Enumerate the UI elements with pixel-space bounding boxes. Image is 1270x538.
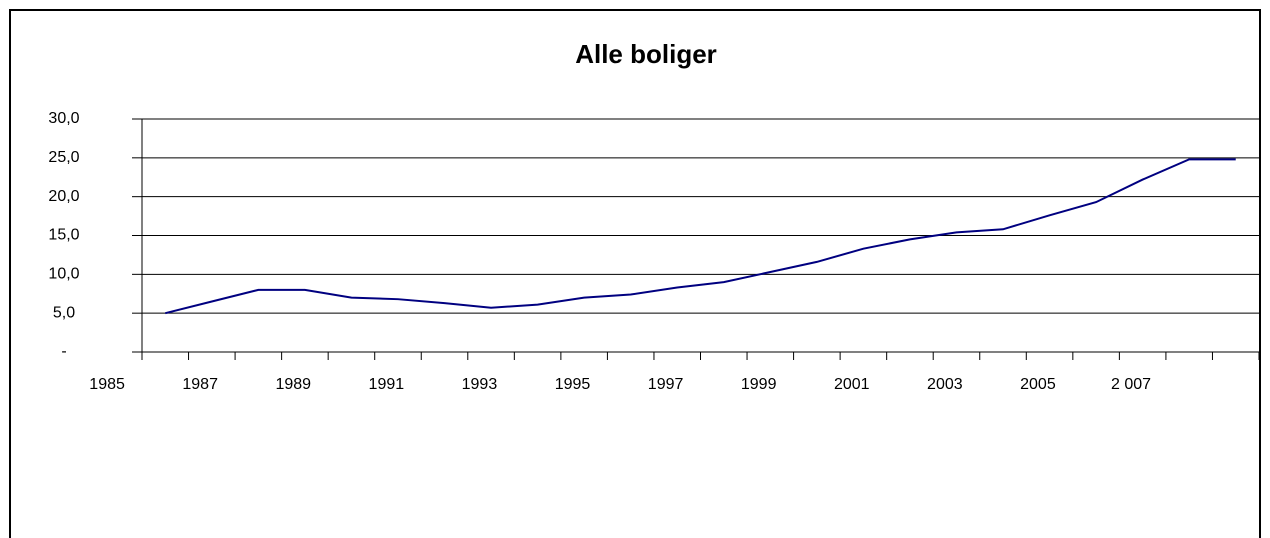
x-tick-label: 1993	[462, 376, 498, 393]
y-tick-label: -	[61, 343, 66, 360]
x-tick-label: 1999	[741, 376, 777, 393]
x-tick-label: 1989	[275, 376, 311, 393]
x-tick-label: 2005	[1020, 376, 1056, 393]
x-tick-label: 1997	[648, 376, 684, 393]
line-series	[165, 158, 1236, 315]
x-tick-label: 1985	[89, 376, 125, 393]
y-tick-label: 30,0	[48, 110, 79, 127]
x-tick-label: 1995	[555, 376, 591, 393]
y-tick-label: 10,0	[48, 266, 79, 283]
x-tick-label: 2003	[927, 376, 963, 393]
y-tick-label: 20,0	[48, 188, 79, 205]
x-tick-label: 1987	[182, 376, 218, 393]
chart-title: Alle boliger	[575, 39, 717, 69]
x-tick-label: 1991	[369, 376, 405, 393]
y-tick-label: 15,0	[48, 227, 79, 244]
x-tick-label: 2 007	[1111, 376, 1151, 393]
y-tick-label: 25,0	[48, 149, 79, 166]
y-tick-label: 5,0	[53, 304, 75, 321]
x-tick-label: 2001	[834, 376, 870, 393]
